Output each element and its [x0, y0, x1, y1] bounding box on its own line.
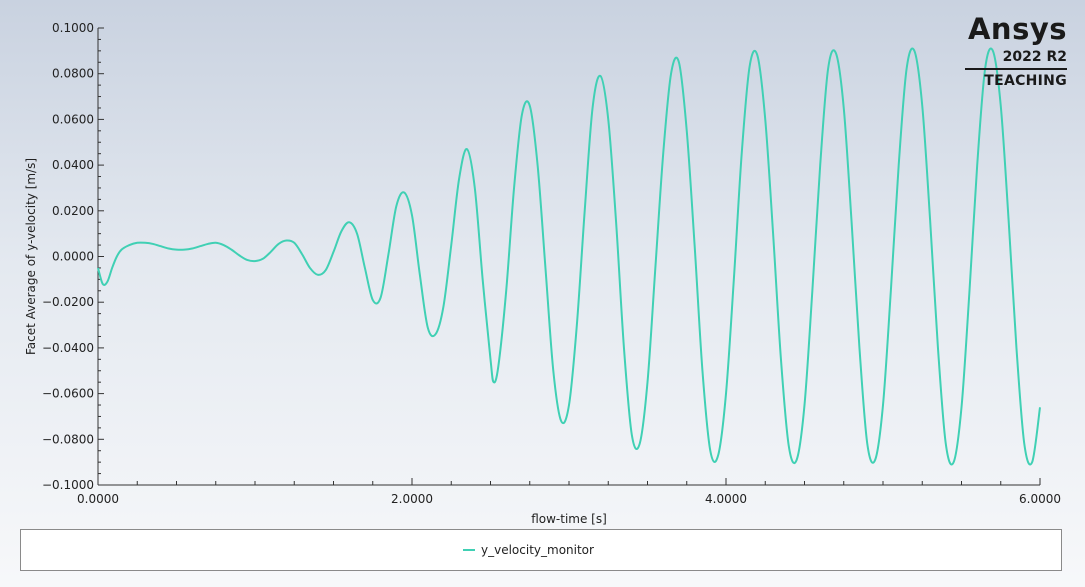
brand-divider	[965, 68, 1067, 70]
y-axis-label: Facet Average of y-velocity [m/s]	[24, 158, 38, 355]
legend-entry[interactable]: y_velocity_monitor	[463, 542, 594, 558]
legend: y_velocity_monitor	[20, 529, 1062, 571]
series-layer	[97, 47, 1041, 466]
x-axis-ticks: 0.0000 2.0000 4.0000 6.0000	[77, 478, 1061, 506]
y-tick-label: 0.0800	[52, 67, 94, 81]
x-axis-label: flow-time [s]	[531, 512, 607, 526]
brand-edition: TEACHING	[984, 73, 1067, 89]
x-tick-label: 4.0000	[705, 492, 747, 506]
y-axis-ticks: 0.1000 0.0800 0.0600 0.0400 0.0200 0.0000 −0.0…	[42, 21, 104, 492]
y-tick-label: 0.1000	[52, 21, 94, 35]
y-tick-label: 0.0600	[52, 112, 94, 126]
legend-label: y_velocity_monitor	[481, 543, 594, 557]
y-tick-label: −0.1000	[42, 478, 94, 492]
y-tick-label: 0.0000	[52, 250, 94, 264]
y-tick-label: −0.0400	[42, 341, 94, 355]
x-tick-label: 6.0000	[1019, 492, 1061, 506]
y-tick-label: −0.0200	[42, 295, 94, 309]
y-tick-label: 0.0200	[52, 204, 94, 218]
y-tick-label: −0.0800	[42, 432, 94, 446]
legend-swatch	[463, 549, 475, 551]
x-tick-label: 2.0000	[391, 492, 433, 506]
brand-name: Ansys	[967, 12, 1067, 46]
series-line-y-velocity-monitor	[97, 47, 1041, 466]
brand-version: 2022 R2	[1002, 49, 1067, 65]
ansys-logo: Ansys 2022 R2 TEACHING	[957, 14, 1067, 89]
y-tick-label: 0.0400	[52, 158, 94, 172]
y-tick-label: −0.0600	[42, 387, 94, 401]
x-tick-label: 0.0000	[77, 492, 119, 506]
